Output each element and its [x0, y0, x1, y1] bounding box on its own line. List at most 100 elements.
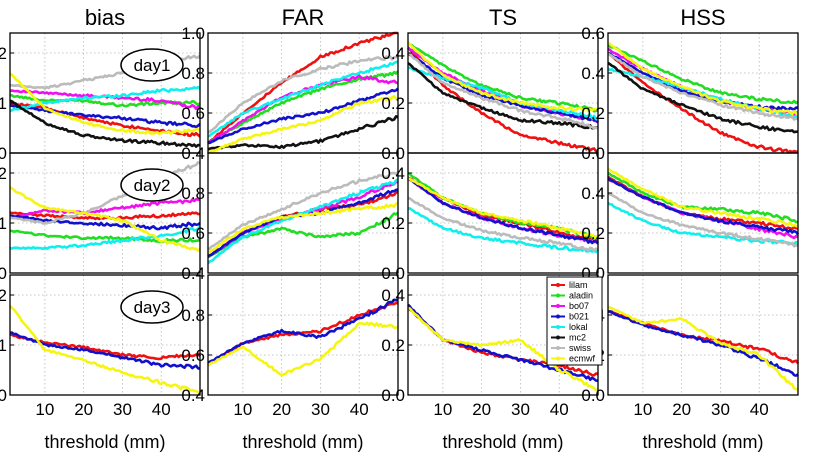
series-line-ecmwf — [607, 42, 799, 116]
series-line-aladin — [407, 42, 599, 113]
series-line-swiss — [407, 197, 599, 252]
series-line-ecmwf — [8, 304, 201, 395]
x-axis-label: threshold (mm) — [44, 432, 165, 452]
panel-frame — [207, 152, 399, 274]
series-line-swiss — [407, 51, 599, 130]
series-line-aladin — [9, 229, 201, 244]
y-tick-label: 2 — [0, 286, 7, 305]
legend-label-swiss: swiss — [569, 343, 591, 353]
series-line-lilam — [9, 333, 202, 361]
legend-label-mc2: mc2 — [569, 333, 586, 343]
series-line-bo07 — [9, 197, 201, 220]
x-tick-label: 30 — [311, 400, 330, 419]
x-tick-label: 20 — [472, 400, 491, 419]
legend-label-b021: b021 — [569, 312, 589, 322]
series-line-swiss — [607, 52, 799, 121]
series-line-ecmwf — [407, 177, 599, 240]
series-line-b021 — [207, 298, 399, 365]
panel-ts-day1: 0.0 0.2 0.4 — [381, 32, 599, 163]
series-line-ecmwf — [9, 186, 201, 252]
x-tick-label: 30 — [113, 400, 132, 419]
legend-marker-lokal — [556, 325, 560, 329]
panel-frame — [407, 152, 599, 274]
x-axis-label: threshold (mm) — [642, 432, 763, 452]
panel-frame — [9, 152, 201, 274]
series-line-b021 — [207, 87, 399, 145]
panel-ts-day3: 0.0 0.2 0.4 10 20 30 40 threshold (mm) — [381, 274, 599, 452]
y-tick-label: 0.6 — [181, 224, 205, 243]
y-tick-label: 0.0 — [581, 386, 605, 405]
series-line-b021 — [608, 52, 799, 111]
series-line-ecmwf — [407, 306, 599, 392]
legend-marker-b021 — [556, 314, 560, 319]
series-line-lokal — [207, 178, 399, 265]
y-tick-label: 0.2 — [581, 104, 605, 123]
x-tick-label: 30 — [711, 400, 730, 419]
series-line-ecmwf — [407, 41, 599, 113]
panel-bias-day3: 0 1 2 day3 10 20 30 40 threshold (mm) — [0, 274, 202, 452]
y-tick-label: 0.4 — [381, 286, 405, 305]
x-axis-label: threshold (mm) — [442, 432, 563, 452]
series-line-ecmwf — [9, 72, 201, 136]
panel-hss-day1: 0.0 0.2 0.4 0.6 — [581, 24, 799, 163]
legend-marker-bo07 — [556, 304, 560, 308]
series-line-aladin — [407, 172, 599, 240]
series-line-aladin — [607, 171, 799, 224]
y-tick-label: 0.8 — [181, 306, 205, 325]
legend-marker-aladin — [556, 293, 560, 298]
series-line-mc2 — [407, 62, 599, 130]
x-tick-label: 10 — [35, 400, 54, 419]
panel-frame — [607, 274, 799, 396]
legend-label-lokal: lokal — [569, 322, 588, 332]
legend-label-lilam: lilam — [569, 280, 588, 290]
series-line-mc2 — [607, 61, 798, 134]
series-line-mc2 — [9, 99, 201, 148]
series-line-aladin — [607, 43, 799, 105]
x-axis-label: threshold (mm) — [242, 432, 363, 452]
panel-title-bias: bias — [85, 5, 125, 30]
series-line-b021 — [607, 177, 800, 236]
panel-far-day3: 0.4 0.6 0.8 10 20 30 40 threshold (mm) — [181, 274, 399, 452]
series-line-ecmwf — [207, 202, 399, 254]
y-tick-label: 0.4 — [381, 44, 405, 63]
y-tick-label: 0.4 — [181, 264, 205, 283]
series-line-ecmwf — [607, 168, 799, 228]
x-tick-label: 20 — [672, 400, 691, 419]
panel-bias-day1: 0 1 2 day1 — [0, 32, 202, 163]
series-line-b021 — [407, 177, 599, 245]
y-tick-label: 1 — [0, 214, 7, 233]
y-tick-label: 2 — [0, 164, 7, 183]
panel-frame — [207, 274, 399, 396]
y-tick-label: 0 — [0, 264, 7, 283]
y-tick-label: 0.4 — [181, 386, 205, 405]
series-line-lokal — [207, 60, 399, 138]
y-tick-label: 0.4 — [381, 164, 405, 183]
legend-label-ecmwf: ecmwf — [569, 354, 596, 364]
y-tick-label: 0.4 — [581, 184, 605, 203]
panel-frame — [207, 32, 399, 154]
x-tick-label: 10 — [433, 400, 452, 419]
x-tick-label: 30 — [511, 400, 530, 419]
series-line-b021 — [9, 214, 201, 231]
series-line-swiss — [607, 192, 799, 248]
series-line-lilam — [9, 211, 201, 221]
x-tick-label: 20 — [272, 400, 291, 419]
panel-far-day1: 0.4 0.6 0.8 1.0 — [181, 24, 400, 163]
x-tick-label: 10 — [233, 400, 252, 419]
series-line-b021 — [9, 331, 201, 370]
day-label-day2: day2 — [134, 176, 171, 195]
y-tick-label: 0 — [0, 386, 7, 405]
y-tick-label: 0.8 — [181, 184, 205, 203]
series-line-b021 — [9, 104, 201, 129]
y-tick-label: 1.0 — [181, 24, 205, 43]
y-tick-label: 0.4 — [181, 144, 205, 163]
panel-title-far: FAR — [282, 5, 325, 30]
y-tick-label: 0.6 — [181, 104, 205, 123]
legend-marker-lilam — [556, 283, 560, 287]
panel-title-ts: TS — [489, 5, 517, 30]
x-tick-label: 40 — [550, 400, 569, 419]
x-tick-label: 10 — [633, 400, 652, 419]
legend-marker-ecmwf — [556, 356, 560, 361]
